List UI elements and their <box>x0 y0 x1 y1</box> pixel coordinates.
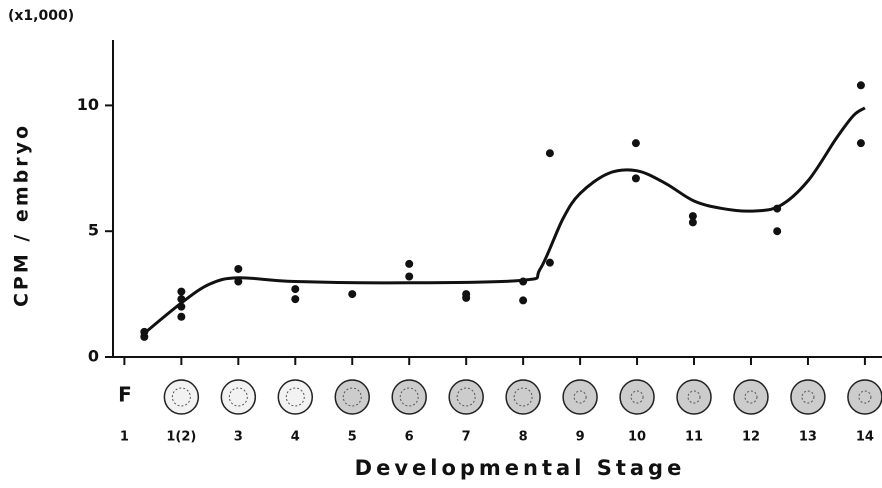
embryo-icon <box>221 380 255 414</box>
page: {"chart_data": { "type": "scatter", "y_l… <box>0 0 882 488</box>
data-point <box>405 272 413 280</box>
embryo-icon <box>848 380 882 414</box>
x-tick-label: 14 <box>856 430 874 445</box>
fit-curve <box>141 108 864 336</box>
data-point <box>234 265 242 273</box>
y-tick-label: 5 <box>88 221 99 240</box>
x-tick-label: 1 <box>120 430 129 445</box>
x-tick-label: 11 <box>685 430 703 445</box>
data-point <box>177 313 185 321</box>
data-point <box>519 278 527 286</box>
embryo-icon <box>506 380 540 414</box>
x-tick-label: 7 <box>462 430 471 445</box>
data-point <box>234 278 242 286</box>
data-point <box>291 285 299 293</box>
x-tick-label: 6 <box>405 430 414 445</box>
embryo-icon <box>278 380 312 414</box>
data-point <box>632 139 640 147</box>
y-tick-label: 0 <box>88 347 99 366</box>
data-point <box>405 260 413 268</box>
embryo-icon <box>734 380 768 414</box>
y-axis-title: CPM / embryo <box>11 123 33 307</box>
x-tick-label: 5 <box>348 430 357 445</box>
data-point <box>546 259 554 267</box>
x-tick-label: 9 <box>576 430 585 445</box>
data-point <box>140 328 148 336</box>
x-tick-label: 1(2) <box>166 430 196 445</box>
data-point <box>773 205 781 213</box>
embryo-icons <box>164 380 882 414</box>
x-tick-label: 8 <box>519 430 528 445</box>
data-point <box>177 288 185 296</box>
embryo-icon <box>677 380 711 414</box>
embryo-icon <box>164 380 198 414</box>
embryo-icon <box>620 380 654 414</box>
data-point <box>177 295 185 303</box>
embryo-icon <box>563 380 597 414</box>
data-point <box>519 296 527 304</box>
data-point <box>857 139 865 147</box>
data-point <box>632 174 640 182</box>
x-tick-label: 10 <box>628 430 646 445</box>
data-point <box>857 81 865 89</box>
x-tick-label: 13 <box>799 430 817 445</box>
embryo-icon <box>392 380 426 414</box>
y-tick-label: 10 <box>77 95 99 114</box>
data-point <box>348 290 356 298</box>
x-tick-label: 3 <box>234 430 243 445</box>
data-point <box>177 303 185 311</box>
data-point <box>546 149 554 157</box>
fertilized-label: F <box>118 383 132 407</box>
embryo-icon <box>449 380 483 414</box>
x-tick-label: 4 <box>291 430 300 445</box>
embryo-icon <box>791 380 825 414</box>
x-tick-label: 12 <box>742 430 760 445</box>
data-point <box>462 294 470 302</box>
data-point <box>773 227 781 235</box>
data-point <box>291 295 299 303</box>
data-point <box>689 218 697 226</box>
x-axis-title: Developmental Stage <box>355 456 686 480</box>
y-multiplier: (x1,000) <box>8 8 74 24</box>
embryo-icon <box>335 380 369 414</box>
chart: (x1,000) CPM / embryo Developmental Stag… <box>0 0 882 488</box>
